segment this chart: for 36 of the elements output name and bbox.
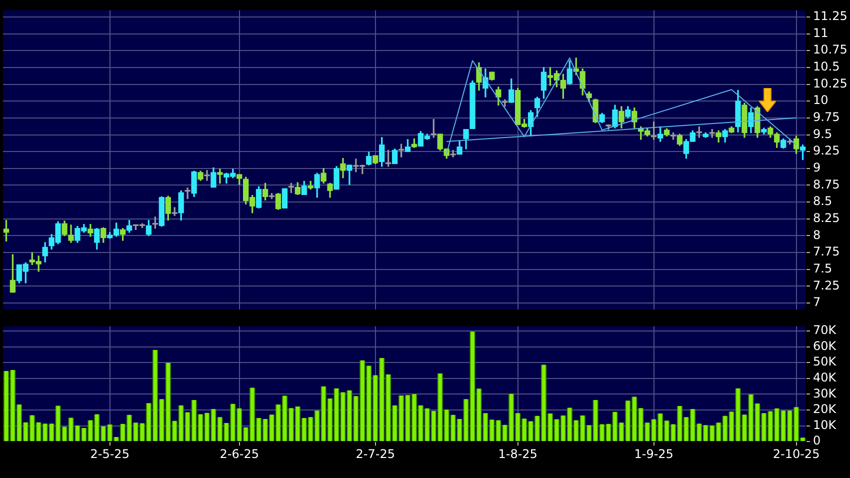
y-tick-label: 50K	[813, 354, 838, 369]
candlestick	[450, 150, 456, 158]
y-tick-label: 8.25	[813, 211, 840, 226]
y-tick-label: 7	[813, 295, 821, 310]
y-tick-label: 10K	[813, 418, 838, 432]
candlestick	[217, 168, 223, 184]
x-tick-label: 2-6-25	[220, 446, 259, 461]
y-tick-label: 9	[813, 160, 821, 175]
y-tick-label: 20K	[813, 402, 838, 416]
y-tick-label: 11.25	[813, 9, 848, 24]
x-tick-label: 2-10-25	[772, 446, 820, 461]
y-tick-label: 9.75	[813, 110, 840, 124]
y-tick-label: 30K	[813, 386, 838, 400]
y-tick-label: 8.5	[813, 194, 832, 208]
y-tick-label: 10.5	[813, 60, 840, 74]
y-tick-label: 8	[813, 228, 821, 242]
y-tick-label: 8.75	[813, 177, 840, 192]
x-tick-label: 1-8-25	[498, 446, 538, 461]
y-tick-label: 7.25	[813, 278, 840, 292]
y-tick-label: 10.75	[813, 42, 848, 57]
y-tick-label: 10.25	[813, 76, 848, 90]
y-tick-label: 7.75	[813, 244, 840, 259]
y-tick-label: 9.5	[813, 126, 832, 141]
candlestick	[204, 170, 210, 181]
x-tick-label: 2-5-25	[90, 446, 130, 461]
y-tick-label: 40K	[813, 370, 838, 384]
x-tick-label: 2-7-25	[356, 446, 395, 461]
y-tick-label: 9.25	[813, 144, 840, 158]
y-tick-label: 70K	[813, 323, 838, 338]
y-tick-label: 10	[813, 93, 828, 108]
y-tick-label: 7.5	[813, 262, 832, 276]
x-tick-label: 1-9-25	[634, 446, 674, 461]
y-tick-label: 0	[813, 434, 821, 448]
candlestick	[184, 188, 190, 200]
y-tick-label: 11	[813, 26, 828, 40]
y-tick-label: 60K	[813, 338, 838, 353]
